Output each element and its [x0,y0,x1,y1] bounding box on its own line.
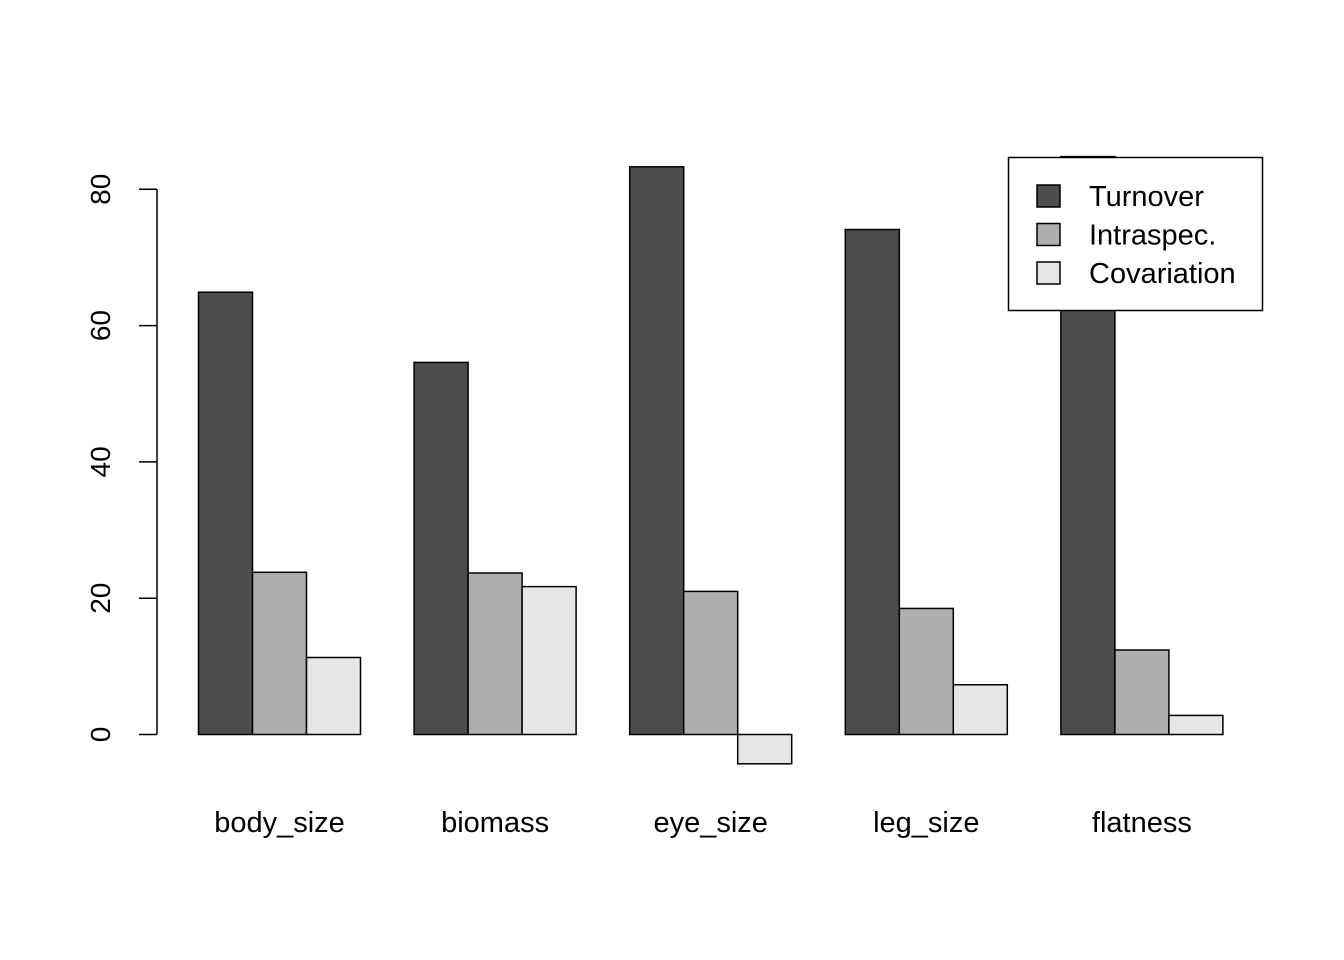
bar-body_size-turnover [197,291,254,736]
legend-label: Covariation [1089,258,1236,290]
bars-layer [197,155,1224,765]
bar-eye_size-turnover [628,166,685,736]
bar-body_size-covariation [305,656,362,736]
x-axis-labels: body_size biomass eye_size leg_size flatness [214,807,1192,839]
x-category-label: body_size [214,807,345,839]
bar-leg_size-intraspec [898,607,955,736]
bar-flatness-intraspec [1114,649,1170,736]
legend-swatch [1036,184,1061,208]
x-category-label: flatness [1092,807,1192,839]
bar-biomass-turnover [413,361,469,736]
legend-label: Turnover [1089,181,1204,213]
bar-eye_size-covariation [736,733,793,765]
bar-biomass-covariation [521,585,577,736]
y-tick-label: 20 [85,583,116,614]
bar-leg_size-covariation [952,684,1009,736]
x-category-label: biomass [441,807,549,839]
y-tick-label: 80 [85,174,116,205]
bar-biomass-intraspec [467,572,523,736]
bar-flatness-covariation [1168,714,1224,736]
y-tick-label: 40 [85,446,116,477]
legend-swatch [1036,261,1061,285]
bar-body_size-intraspec [251,571,308,736]
x-category-label: eye_size [653,807,767,839]
x-category-label: leg_size [873,807,979,839]
bar-leg_size-turnover [844,228,901,736]
y-tick-label: 0 [85,727,116,743]
legend-swatch [1036,222,1061,247]
bar-eye_size-intraspec [682,590,739,736]
y-tick-label: 60 [85,310,116,341]
y-axis: 0 20 40 60 80 [85,174,158,743]
legend-label: Intraspec. [1089,220,1216,252]
legend: Turnover Intraspec. Covariation [1007,156,1264,312]
